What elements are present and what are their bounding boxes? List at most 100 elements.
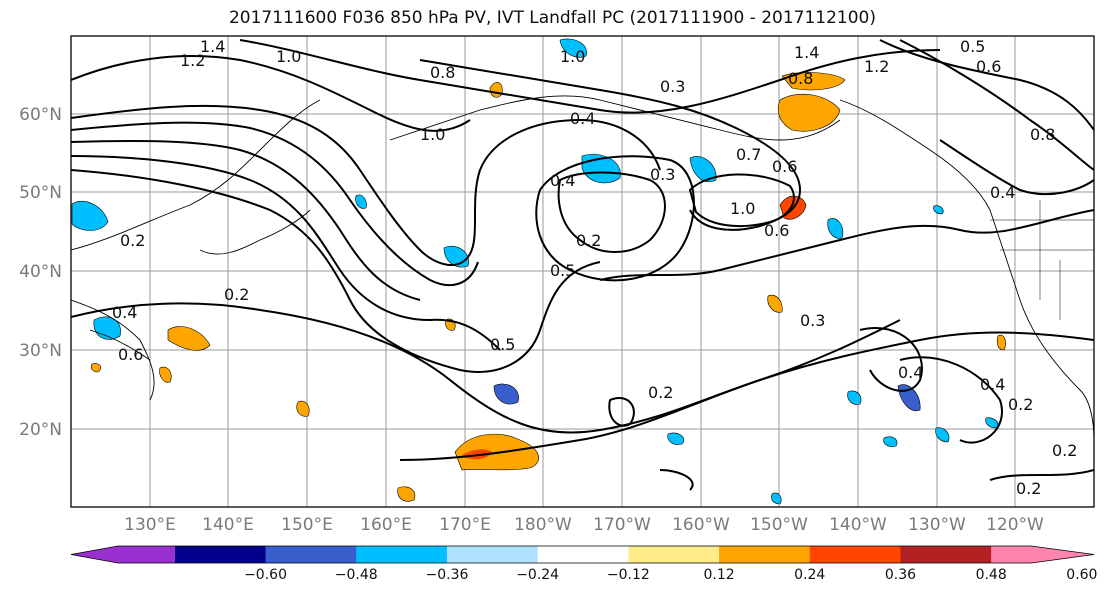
contour-label: 0.3 — [800, 311, 825, 330]
pv-contours — [71, 39, 1094, 491]
colorbar-tick-label: 0.60 — [1066, 567, 1097, 583]
contour-label: 0.2 — [648, 383, 673, 402]
longitude-label: 160°E — [360, 515, 412, 535]
plot-frame — [70, 35, 1095, 508]
colorbar-tick-label: 0.48 — [976, 567, 1007, 583]
contour-label: 0.3 — [650, 165, 675, 184]
positive-anomaly-area — [167, 326, 211, 351]
colorbar-segment — [174, 546, 267, 563]
longitude-label: 120°W — [986, 515, 1044, 535]
colorbar-segment — [356, 546, 448, 563]
longitude-label: 130°E — [124, 515, 176, 535]
longitude-label: 130°W — [908, 515, 966, 535]
colorbar-tick-label: −0.24 — [516, 567, 559, 583]
contour-label: 0.8 — [788, 69, 813, 88]
latitude-label: 20°N — [19, 420, 62, 440]
negative-anomaly-area — [933, 205, 944, 215]
longitude-label: 160°W — [672, 515, 730, 535]
colorbar-tick-label: −0.36 — [425, 567, 468, 583]
negative-anomaly-area — [847, 390, 862, 405]
colorbar-segment — [446, 546, 539, 563]
negative-anomaly-area — [883, 436, 898, 447]
negative-anomaly-area — [581, 154, 621, 184]
longitude-label: 170°E — [439, 515, 491, 535]
contour-label: 1.0 — [276, 47, 301, 66]
latitude-label: 60°N — [19, 105, 62, 125]
negative-anomaly-area — [559, 38, 587, 58]
contour-label: 0.4 — [112, 303, 137, 322]
positive-anomaly-area — [996, 334, 1006, 351]
positive-anomaly-area — [159, 366, 172, 383]
contour-label: 0.2 — [1016, 479, 1041, 498]
contour-label: 0.6 — [118, 345, 143, 364]
colorbar-segment — [265, 546, 357, 563]
colorbar-tick-label: −0.48 — [335, 567, 378, 583]
negative-anomaly-area — [689, 156, 717, 182]
colorbar-segment — [900, 546, 992, 563]
colorbar-outline — [70, 545, 1095, 564]
contour-label: 0.4 — [550, 171, 575, 190]
colorbar-segment — [628, 546, 720, 563]
contour-label: 0.6 — [772, 157, 797, 176]
colorbar-tick-label: 0.36 — [885, 567, 916, 583]
latitude-label: 40°N — [19, 262, 62, 282]
colorbar-segment — [719, 546, 811, 563]
contour-label: 0.2 — [120, 231, 145, 250]
contour-label: 1.4 — [794, 43, 819, 62]
negative-anomaly-area — [897, 384, 921, 412]
shaded-anomalies — [71, 38, 1006, 505]
longitude-labels: 130°E 140°E 150°E 160°E 170°E 180°W 170°W 160°W… — [124, 515, 1044, 535]
negative-anomaly-area — [355, 194, 367, 209]
colorbar: −0.60 −0.48 −0.36 −0.24 −0.12 0.12 0.24 0.36 0.4… — [70, 545, 1097, 583]
positive-anomaly-area — [296, 400, 310, 417]
positive-anomaly-area — [397, 486, 416, 502]
longitude-label: 140°W — [829, 515, 887, 535]
contour-label: 0.5 — [490, 335, 515, 354]
longitude-label: 180°W — [514, 515, 572, 535]
latitude-label: 30°N — [19, 341, 62, 361]
contour-label: 0.7 — [736, 145, 761, 164]
contour-label: 1.0 — [420, 125, 445, 144]
contour-labels: 1.4 1.2 1.0 1.0 0.8 1.0 1.4 1.2 0.8 0.5 … — [112, 37, 1077, 498]
positive-anomaly-area — [489, 82, 503, 98]
contour-label: 0.6 — [976, 57, 1001, 76]
contour-label: 0.5 — [960, 37, 985, 56]
positive-anomaly-area — [777, 93, 841, 132]
coastlines — [71, 95, 1094, 441]
contour-label: 1.2 — [864, 57, 889, 76]
colorbar-extend-max — [991, 546, 1094, 563]
contour-label: 0.4 — [990, 183, 1015, 202]
negative-anomaly-area — [985, 417, 999, 429]
colorbar-extend-min — [71, 546, 175, 563]
positive-anomaly-area — [767, 294, 783, 313]
longitude-label: 150°E — [281, 515, 333, 535]
contour-label: 0.3 — [660, 77, 685, 96]
longitude-label: 170°W — [593, 515, 651, 535]
positive-anomaly-area — [90, 363, 102, 373]
contour-label: 1.2 — [180, 51, 205, 70]
negative-anomaly-area — [827, 218, 844, 239]
colorbar-segment — [809, 546, 901, 563]
contour-label: 0.5 — [550, 261, 575, 280]
contour-label: 0.2 — [576, 231, 601, 250]
negative-anomaly-area — [667, 432, 685, 445]
colorbar-segment — [537, 546, 629, 563]
negative-anomaly-area — [71, 200, 109, 231]
latitude-label: 50°N — [19, 183, 62, 203]
contour-label: 1.0 — [560, 47, 585, 66]
contour-label: 0.2 — [1008, 395, 1033, 414]
map-title: 2017111600 F036 850 hPa PV, IVT Landfall… — [228, 8, 876, 28]
colorbar-tick-label: −0.12 — [607, 567, 650, 583]
contour-label: 1.4 — [200, 37, 225, 56]
contour-label: 0.8 — [1030, 125, 1055, 144]
colorbar-tick-label: −0.60 — [244, 567, 287, 583]
negative-anomaly-area — [935, 427, 950, 443]
contour-label: 0.2 — [1052, 441, 1077, 460]
colorbar-tick-label: 0.24 — [794, 567, 825, 583]
contour-label: 0.4 — [570, 109, 595, 128]
contour-label: 0.8 — [430, 63, 455, 82]
contour-label: 1.0 — [730, 199, 755, 218]
contour-label: 0.4 — [980, 375, 1005, 394]
contour-label: 0.4 — [898, 363, 923, 382]
